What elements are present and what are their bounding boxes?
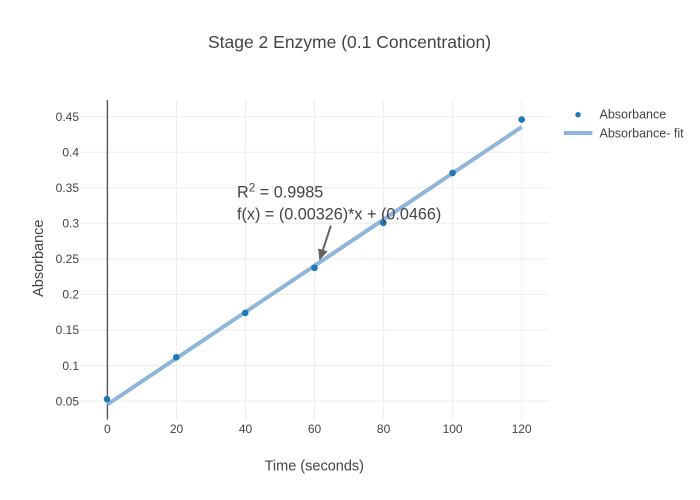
svg-text:40: 40 — [239, 422, 253, 436]
svg-text:0.4: 0.4 — [62, 146, 79, 160]
svg-text:0: 0 — [104, 422, 111, 436]
svg-text:Stage 2 Enzyme (0.1 Concentrat: Stage 2 Enzyme (0.1 Concentration) — [208, 32, 491, 52]
svg-text:Absorbance: Absorbance — [31, 220, 47, 297]
svg-text:0.3: 0.3 — [62, 217, 79, 231]
svg-text:60: 60 — [308, 422, 322, 436]
svg-text:20: 20 — [170, 422, 184, 436]
svg-text:Absorbance: Absorbance — [600, 108, 667, 122]
svg-text:100: 100 — [443, 422, 463, 436]
svg-text:f(x) = (0.00326)*x + (0.0466): f(x) = (0.00326)*x + (0.0466) — [237, 206, 441, 224]
svg-text:Absorbance- fit: Absorbance- fit — [600, 126, 685, 140]
svg-text:0.2: 0.2 — [62, 288, 79, 302]
svg-text:120: 120 — [512, 422, 532, 436]
svg-text:0.15: 0.15 — [56, 323, 80, 337]
svg-text:80: 80 — [377, 422, 391, 436]
svg-text:0.45: 0.45 — [56, 110, 80, 124]
svg-text:0.35: 0.35 — [56, 181, 80, 195]
svg-text:Time (seconds): Time (seconds) — [265, 458, 364, 474]
svg-text:0.05: 0.05 — [56, 394, 80, 408]
svg-text:R2 = 0.9985: R2 = 0.9985 — [237, 181, 323, 202]
svg-text:0.1: 0.1 — [62, 359, 79, 373]
svg-text:0.25: 0.25 — [56, 252, 80, 266]
